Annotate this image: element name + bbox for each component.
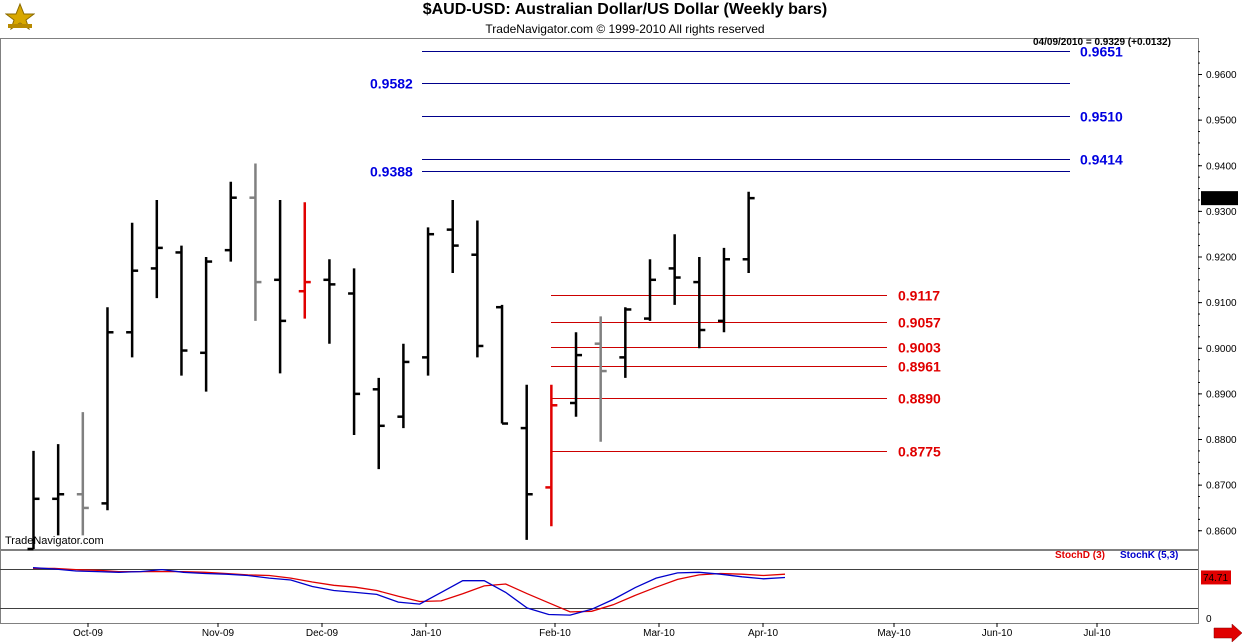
last-quote: 04/09/2010 = 0.9329 (+0.0132) <box>1033 37 1171 48</box>
ohlc-bar <box>372 377 385 470</box>
ohlc-bar <box>200 257 213 392</box>
ohlc-bar <box>298 202 311 319</box>
last-price-label: 0.9329 <box>1203 194 1234 205</box>
x-tick-label: Feb-10 <box>539 628 571 639</box>
x-tick-label: Dec-09 <box>306 628 339 639</box>
red-level-label: 0.9057 <box>898 315 941 331</box>
scroll-right-arrow-icon <box>1213 623 1243 643</box>
ohlc-bar <box>717 247 730 333</box>
ohlc-bar <box>668 234 681 305</box>
stoch-k-line <box>32 567 786 616</box>
price-panel <box>0 38 1199 624</box>
ohlc-bar <box>570 332 583 417</box>
ohlc-bar <box>496 304 509 425</box>
ohlc-bar <box>27 450 40 551</box>
price-plot-area <box>0 38 1199 550</box>
ohlc-bar <box>175 245 188 376</box>
ohlc-bar <box>446 199 459 273</box>
ohlc-bar <box>422 227 435 376</box>
stoch-zero-label: 0 <box>1206 614 1212 625</box>
red-level-label: 0.9003 <box>898 340 941 356</box>
blue-level-label: 0.9582 <box>370 76 413 92</box>
x-tick-label: Jun-10 <box>982 628 1013 639</box>
y-tick-label: 0.9200 <box>1206 253 1237 264</box>
time-axis: Oct-09 Nov-09 Dec-09 Jan-10 Feb-10 Mar-10 Apr-… <box>73 623 1243 643</box>
ohlc-bar <box>150 199 163 299</box>
x-tick-label: Jul-10 <box>1083 628 1111 639</box>
y-tick-label: 0.9500 <box>1206 116 1237 127</box>
price-axis: 0.8600 0.8700 0.8800 0.8900 0.9000 0.9100 0.92… <box>1198 51 1238 537</box>
trade-navigator-logo-icon <box>5 2 35 30</box>
stoch-plot-area <box>0 550 1199 624</box>
blue-level-label: 0.9388 <box>370 164 413 180</box>
ohlc-bar <box>101 307 114 511</box>
x-tick-label: Apr-10 <box>748 628 778 639</box>
price-bars <box>27 163 755 551</box>
ohlc-bar <box>693 257 706 349</box>
y-tick-label: 0.8800 <box>1206 435 1237 446</box>
last-price-marker <box>1201 191 1238 206</box>
y-tick-label: 0.9100 <box>1206 298 1237 309</box>
stoch-k-legend: StochK (5,3) <box>1120 550 1179 561</box>
brand-watermark: TradeNavigator.com <box>5 535 104 547</box>
x-tick-label: Mar-10 <box>643 628 675 639</box>
level-lines: 0.9651 0.9582 0.9510 0.9414 0.9388 0.9117 0.90… <box>370 44 1123 460</box>
red-level-label: 0.8961 <box>898 359 941 375</box>
ohlc-bar <box>471 220 484 358</box>
chart-title: $AUD-USD: Australian Dollar/US Dollar (W… <box>422 1 828 18</box>
y-tick-label: 0.9300 <box>1206 207 1237 218</box>
ohlc-bar <box>742 191 755 273</box>
ohlc-bar <box>348 268 361 435</box>
ohlc-bar <box>249 163 262 321</box>
red-level-label: 0.9117 <box>898 288 940 304</box>
y-tick-label: 0.9000 <box>1206 344 1237 355</box>
chart-subtitle: TradeNavigator.com © 1999-2010 All right… <box>485 22 765 36</box>
blue-level-label: 0.9651 <box>1080 44 1123 60</box>
y-tick-label: 0.9600 <box>1206 70 1237 81</box>
x-tick-label: May-10 <box>877 628 911 639</box>
ohlc-bar <box>224 181 237 262</box>
stochastic-panel: 74.71 0 <box>0 567 1231 625</box>
ohlc-bar <box>644 259 656 321</box>
stoch-d-legend: StochD (3) <box>1055 550 1105 561</box>
stoch-d-line <box>33 567 786 613</box>
x-tick-label: Jan-10 <box>411 628 442 639</box>
red-level-label: 0.8890 <box>898 391 941 407</box>
y-tick-label: 0.8900 <box>1206 389 1237 400</box>
x-tick-label: Nov-09 <box>202 628 235 639</box>
ohlc-bar <box>126 222 139 358</box>
ohlc-bar <box>619 307 632 378</box>
ohlc-bar <box>545 384 558 527</box>
ohlc-bar <box>52 444 65 536</box>
y-tick-label: 0.9400 <box>1206 161 1237 172</box>
ohlc-bar <box>274 199 287 374</box>
blue-level-label: 0.9510 <box>1080 109 1123 125</box>
x-tick-label: Oct-09 <box>73 628 103 639</box>
ohlc-bar <box>594 316 607 442</box>
ohlc-bar <box>397 343 410 429</box>
stoch-last-marker <box>1201 570 1231 585</box>
ohlc-bar <box>76 412 89 536</box>
blue-level-label: 0.9414 <box>1080 152 1123 168</box>
red-level-label: 0.8775 <box>898 444 941 460</box>
stoch-last-label: 74.71 <box>1203 573 1228 584</box>
ohlc-bar <box>520 384 533 540</box>
y-tick-label: 0.8700 <box>1206 481 1237 492</box>
ohlc-bar <box>323 259 336 344</box>
y-tick-label: 0.8600 <box>1206 526 1237 537</box>
